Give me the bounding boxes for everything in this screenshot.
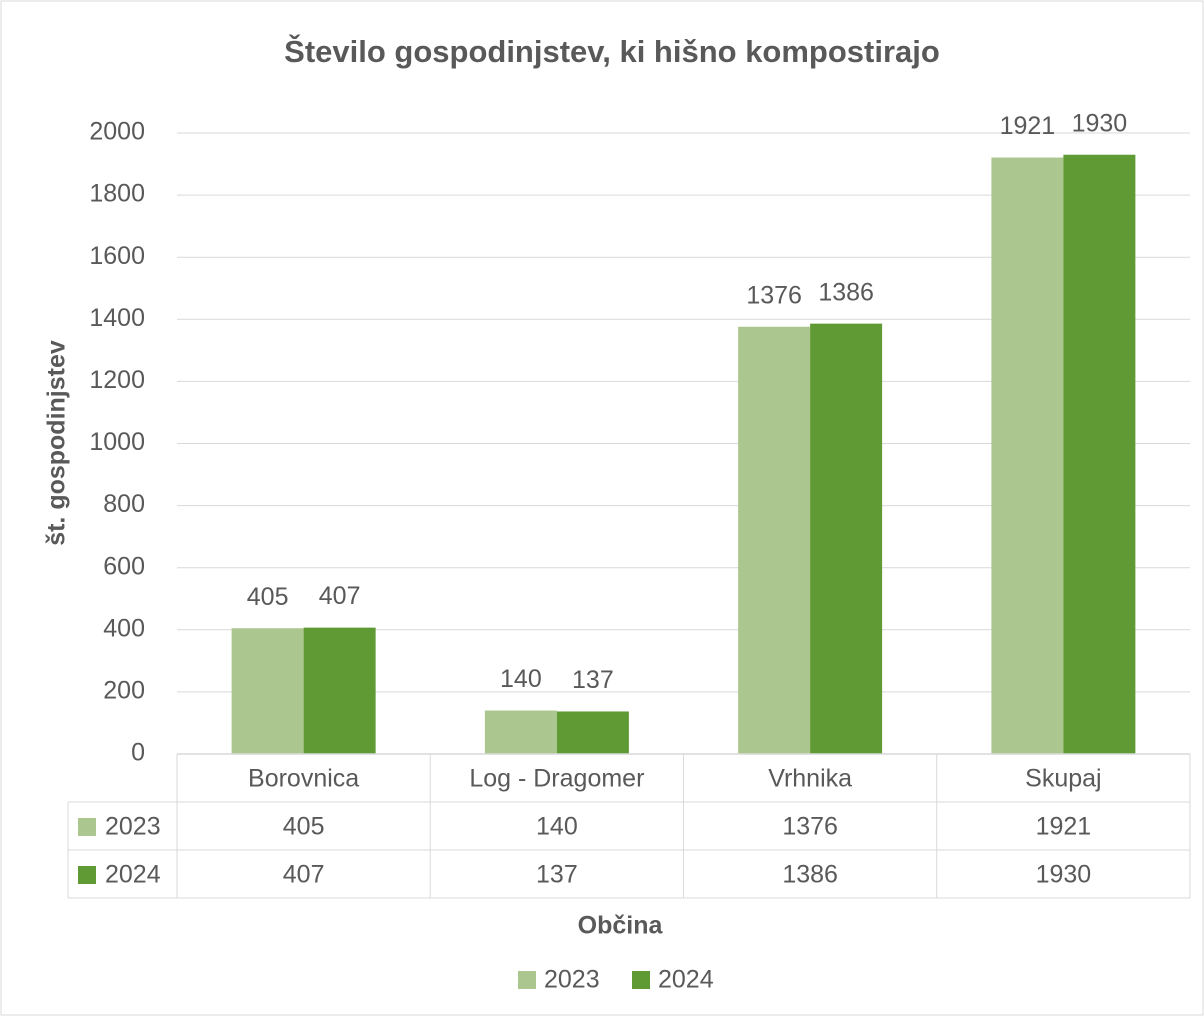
legend-label: 2024 [658, 966, 714, 994]
data-label: 1921 [1000, 112, 1056, 140]
data-label: 407 [319, 582, 361, 610]
y-tick-label: 1400 [89, 304, 145, 332]
y-tick-label: 2000 [89, 118, 145, 146]
y-tick-label: 600 [103, 552, 145, 580]
table-cell: 1386 [782, 861, 838, 889]
legend-label: 2023 [544, 966, 600, 994]
table-legend-key [78, 866, 96, 884]
table-cell: 1930 [1036, 861, 1092, 889]
y-tick-label: 1800 [89, 180, 145, 208]
data-label: 1386 [818, 278, 874, 306]
bar [810, 323, 883, 754]
table-cell: 1376 [782, 813, 838, 841]
table-cell: 405 [283, 813, 325, 841]
x-tick-label: Vrhnika [768, 765, 852, 793]
table-cell: 137 [536, 861, 578, 889]
table-series-name: 2024 [105, 861, 161, 889]
data-label: 405 [247, 583, 289, 611]
y-tick-label: 1200 [89, 366, 145, 394]
bar [231, 628, 304, 754]
bar [991, 157, 1064, 755]
table-series-name: 2023 [105, 813, 161, 841]
bar [303, 627, 376, 754]
table-cell: 1921 [1036, 813, 1092, 841]
x-tick-label: Skupaj [1025, 765, 1101, 793]
y-tick-label: 1600 [89, 242, 145, 270]
x-tick-label: Log - Dragomer [469, 765, 644, 793]
bar [1063, 154, 1136, 755]
y-tick-label: 0 [131, 739, 145, 767]
x-tick-label: Borovnica [248, 765, 359, 793]
bar [556, 711, 629, 754]
y-tick-label: 200 [103, 677, 145, 705]
y-tick-label: 400 [103, 614, 145, 642]
x-axis-title: Občina [578, 912, 664, 940]
data-label: 137 [572, 666, 614, 694]
data-label: 140 [500, 665, 542, 693]
y-tick-label: 1000 [89, 428, 145, 456]
table-cell: 407 [283, 861, 325, 889]
bar [484, 710, 557, 754]
bar [738, 326, 811, 754]
table-cell: 140 [536, 813, 578, 841]
legend-key [518, 971, 536, 989]
data-label: 1376 [746, 281, 802, 309]
y-axis-title: št. gospodinjstev [43, 340, 71, 546]
data-label: 1930 [1072, 109, 1128, 137]
y-tick-label: 800 [103, 490, 145, 518]
chart-title: Število gospodinjstev, ki hišno komposti… [284, 33, 940, 69]
table-legend-key [78, 818, 96, 836]
legend-key [632, 971, 650, 989]
